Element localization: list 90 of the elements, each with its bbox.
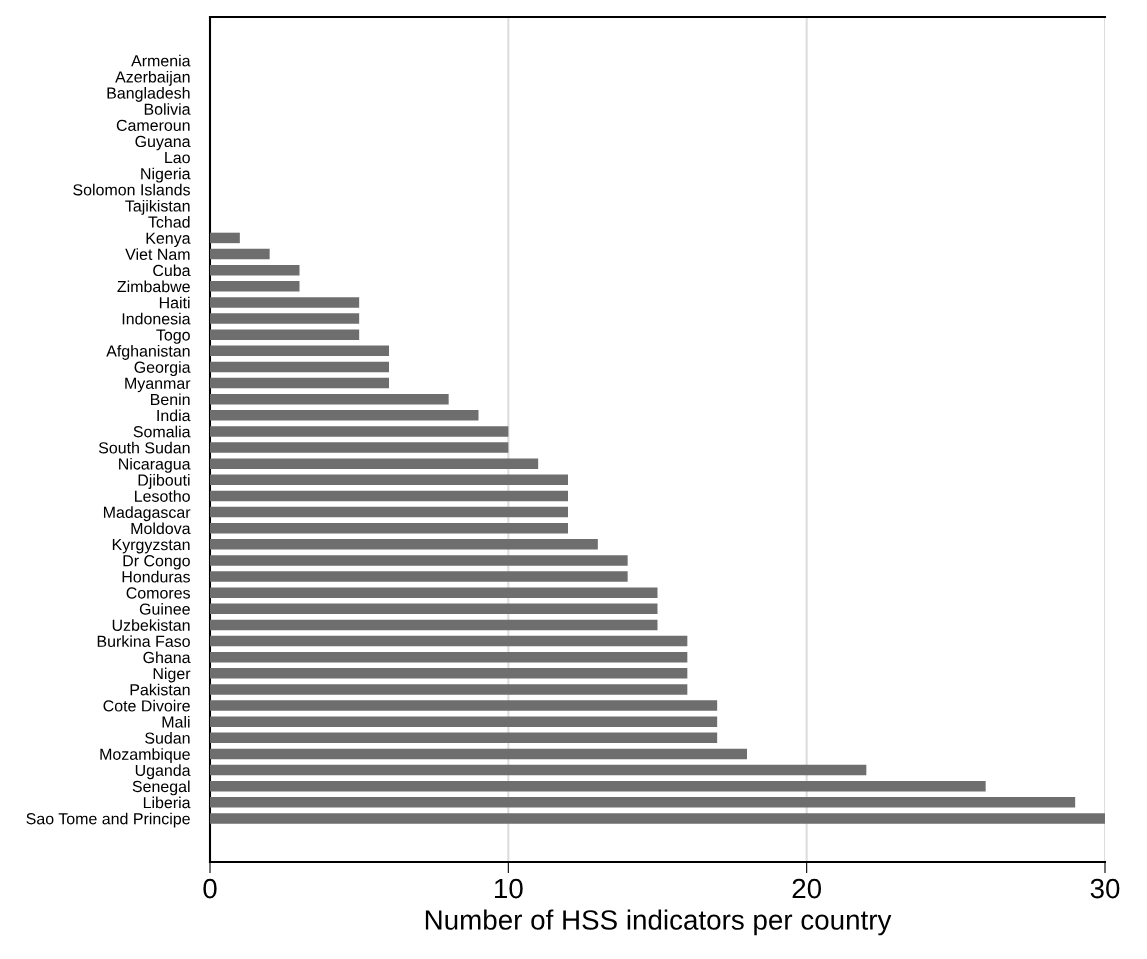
y-tick-label: Niger	[153, 667, 191, 683]
bar	[210, 313, 360, 324]
y-tick-label: Cote Divoire	[103, 699, 190, 712]
y-tick-label: Comores	[126, 587, 190, 599]
bar	[210, 635, 688, 647]
bar	[210, 474, 568, 486]
bar	[210, 393, 449, 405]
bar	[210, 732, 718, 744]
y-tick-label: Pakistan	[130, 683, 190, 696]
bar	[210, 410, 479, 421]
bar	[210, 684, 688, 695]
x-axis-title: Number of HSS indicators per country	[425, 909, 892, 936]
y-tick-label: South Sudan	[98, 441, 190, 454]
bar	[210, 248, 270, 260]
x-tick-label: 10	[495, 878, 523, 899]
y-tick-label: Moldova	[131, 522, 191, 535]
x-tick-label: 20	[792, 878, 822, 899]
y-tick-label: Bangladesh	[107, 87, 190, 102]
y-tick-label: Zimbabwe	[117, 280, 190, 293]
y-tick-label: Uzbekistan	[112, 619, 190, 631]
bar	[210, 587, 658, 598]
bar	[210, 377, 389, 389]
bar	[210, 668, 688, 679]
bar	[210, 458, 539, 469]
y-tick-label: Madagascar	[103, 506, 191, 522]
bar	[210, 651, 688, 663]
y-tick-label: Armenia	[131, 54, 191, 67]
y-tick-label: Myanmar	[125, 377, 191, 393]
y-tick-label: Sudan	[145, 732, 190, 744]
bar	[210, 619, 658, 631]
y-tick-label: Honduras	[122, 570, 190, 583]
bar	[210, 345, 389, 357]
y-tick-label: Mozambique	[100, 748, 190, 764]
y-tick-label: Bolivia	[144, 103, 191, 115]
bar	[210, 555, 628, 566]
bar	[210, 361, 389, 373]
y-tick-label: Viet Nam	[125, 248, 190, 260]
bar	[210, 797, 1076, 808]
y-tick-label: Indonesia	[122, 312, 191, 325]
y-tick-label: Nigeria	[141, 167, 191, 183]
y-tick-label: Lao	[165, 152, 190, 164]
y-tick-label: Somalia	[133, 425, 191, 438]
y-tick-label: Haiti	[159, 296, 190, 309]
y-tick-label: Benin	[151, 393, 190, 406]
y-tick-label: Liberia	[143, 796, 191, 809]
bar	[210, 603, 658, 615]
bar	[210, 522, 568, 534]
y-tick-label: Dr Congo	[123, 555, 190, 570]
bar	[210, 281, 300, 292]
bar	[210, 571, 628, 582]
y-tick-label: Tajikistan	[125, 199, 190, 215]
y-tick-label: Guyana	[135, 135, 191, 151]
bar	[210, 329, 360, 340]
bar	[210, 748, 747, 760]
y-tick-label: Senegal	[132, 780, 190, 796]
y-tick-label: Azerbaijan	[115, 70, 190, 86]
y-tick-label: Sao Tome and Principe	[26, 812, 190, 828]
bar	[210, 700, 718, 711]
y-tick-label: Djibouti	[138, 474, 190, 489]
y-tick-label: Tchad	[148, 216, 190, 228]
y-tick-label: Kenya	[146, 232, 191, 248]
y-tick-label: Guinee	[139, 603, 190, 615]
bar	[210, 490, 568, 502]
bar	[210, 232, 240, 244]
x-tick-label: 30	[1090, 878, 1120, 899]
bar	[210, 764, 867, 776]
y-tick-label: Burkina Faso	[97, 635, 190, 648]
y-tick-label: India	[157, 409, 191, 422]
y-tick-label: Solomon Islands	[73, 183, 190, 196]
y-tick-label: Kyrgyzstan	[112, 539, 190, 554]
y-tick-label: Lesotho	[135, 490, 190, 502]
bar	[210, 539, 598, 550]
y-tick-label: Ghana	[143, 651, 191, 664]
x-tick-label: 0	[203, 878, 217, 899]
y-tick-label: Nicaragua	[119, 457, 191, 473]
y-tick-label: Afghanistan	[106, 345, 190, 360]
bar	[210, 297, 360, 308]
y-tick-label: Togo	[156, 329, 190, 344]
bar	[210, 506, 568, 518]
bar	[210, 442, 509, 453]
y-tick-label: Mali	[162, 715, 190, 728]
bar	[210, 813, 1105, 824]
bar	[210, 426, 509, 437]
bar	[210, 716, 718, 727]
bar	[210, 264, 300, 276]
bar	[210, 780, 986, 792]
y-tick-label: Georgia	[134, 361, 191, 377]
y-tick-label: Cuba	[153, 264, 191, 277]
y-tick-label: Cameroun	[116, 119, 190, 131]
y-tick-label: Uganda	[135, 764, 191, 780]
